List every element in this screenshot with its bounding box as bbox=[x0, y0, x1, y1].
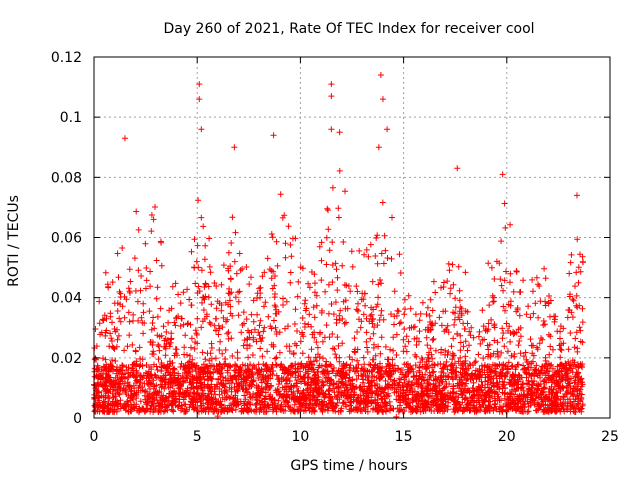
axis-ticks: 0 5 10 15 20 25 0 0.02 0.04 0.06 0.08 0.1 0.12 bbox=[51, 50, 619, 445]
data-point bbox=[336, 129, 343, 136]
data-point bbox=[328, 93, 335, 100]
x-tick-label: 5 bbox=[193, 429, 202, 445]
data-point bbox=[196, 96, 203, 103]
x-tick-label: 25 bbox=[601, 429, 619, 445]
x-tick-label: 15 bbox=[395, 429, 413, 445]
data-point bbox=[499, 171, 506, 178]
data-point bbox=[328, 126, 335, 133]
x-axis-label: GPS time / hours bbox=[290, 458, 407, 474]
y-tick-label: 0.02 bbox=[51, 351, 82, 367]
chart-title: Day 260 of 2021, Rate Of TEC Index for r… bbox=[163, 21, 534, 37]
y-tick-label: 0.04 bbox=[51, 291, 82, 307]
data-points bbox=[91, 72, 586, 420]
data-point bbox=[384, 126, 391, 133]
data-point bbox=[377, 72, 384, 79]
data-point bbox=[121, 135, 128, 142]
y-tick-label: 0.1 bbox=[60, 110, 82, 126]
data-point bbox=[196, 81, 203, 88]
data-point bbox=[328, 81, 335, 88]
y-tick-label: 0 bbox=[73, 411, 82, 427]
data-point bbox=[198, 126, 205, 133]
x-tick-label: 20 bbox=[498, 429, 516, 445]
data-point bbox=[454, 165, 461, 172]
y-axis-label: ROTI / TECUs bbox=[6, 195, 22, 287]
y-tick-label: 0.08 bbox=[51, 170, 82, 186]
x-tick-label: 10 bbox=[291, 429, 309, 445]
data-point bbox=[270, 132, 277, 139]
data-point bbox=[573, 192, 580, 199]
data-point bbox=[231, 144, 238, 151]
point-cloud bbox=[91, 167, 586, 420]
x-tick-label: 0 bbox=[90, 429, 99, 445]
data-point bbox=[379, 96, 386, 103]
y-tick-label: 0.12 bbox=[51, 50, 82, 66]
y-tick-label: 0.06 bbox=[51, 231, 82, 247]
data-point bbox=[375, 144, 382, 151]
